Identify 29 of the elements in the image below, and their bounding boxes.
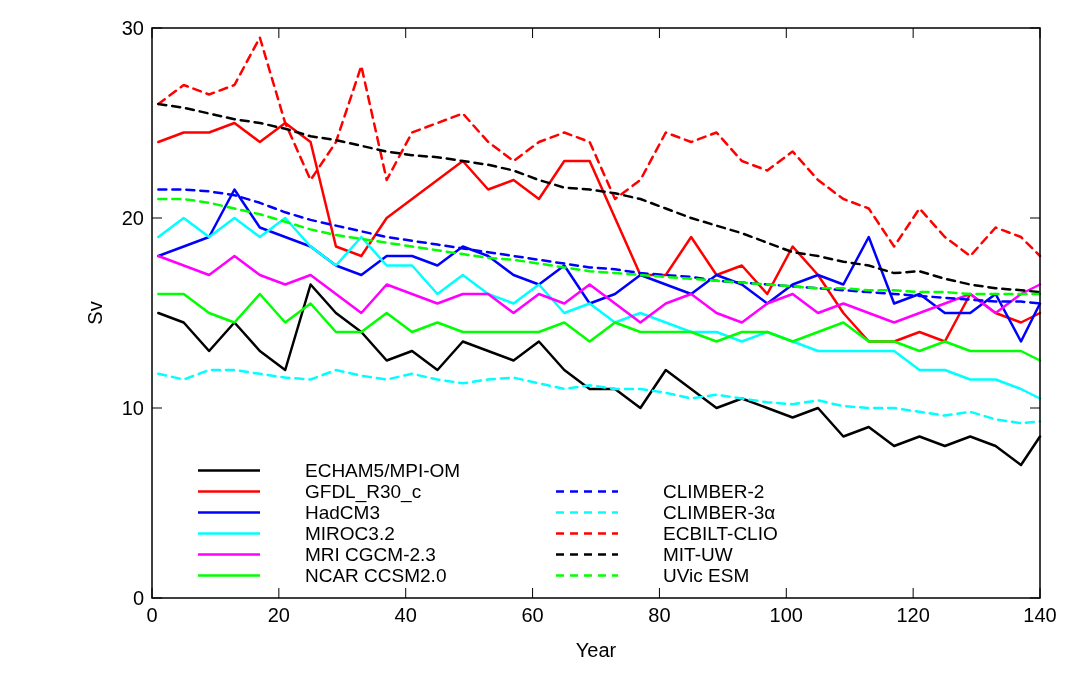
legend-label: ECBILT-CLIO [663,523,778,545]
y-tick-label: 20 [121,207,144,229]
x-tick-label: 140 [1023,604,1057,626]
y-tick-label: 0 [132,587,144,609]
legend-label: GFDL_R30_c [305,481,422,504]
x-axis-title: Year [575,639,617,661]
x-tick-label: 100 [769,604,803,626]
y-tick-label: 30 [121,17,144,39]
legend-label: ECHAM5/MPI-OM [305,460,461,482]
line-series [157,292,1042,362]
line-series [157,254,1042,324]
legend-label: HadCM3 [305,502,380,524]
legend-label: MIROC3.2 [305,523,395,545]
y-tick-label: 10 [121,397,144,419]
y-axis-title: Sv [84,301,106,325]
x-tick-label: 80 [648,604,671,626]
x-tick-label: 60 [521,604,544,626]
legend-label: CLIMBER-2 [663,481,765,503]
line-series [157,197,1042,296]
legend-label: MIT-UW [663,544,733,566]
x-tick-label: 20 [267,604,290,626]
legend-label: MRI CGCM-2.3 [305,544,436,566]
legend-label: UVic ESM [663,565,750,587]
legend-label: CLIMBER-3α [663,502,776,524]
legend-label: NCAR CCSM2.0 [305,565,447,587]
x-tick-label: 120 [896,604,930,626]
line-series [157,216,1042,400]
x-tick-label: 40 [394,604,417,626]
x-tick-label: 0 [146,604,158,626]
